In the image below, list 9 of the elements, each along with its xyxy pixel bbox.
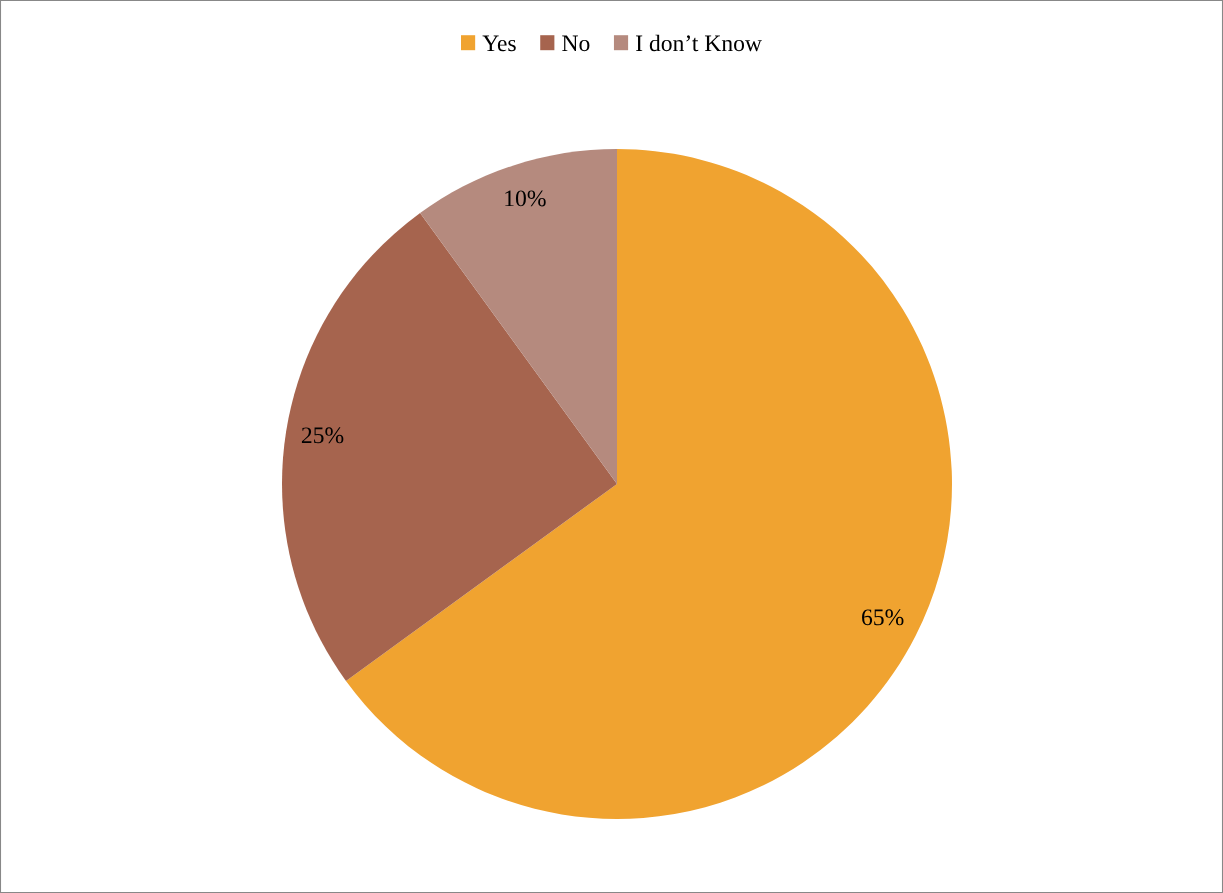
legend-label: Yes: [482, 35, 516, 52]
pie-slice: [345, 149, 952, 819]
data-label: 10%: [505, 190, 546, 207]
data-label: 65%: [862, 609, 904, 626]
legend-label: No: [562, 35, 590, 52]
pie-slice: [282, 212, 617, 681]
pie-slice: [420, 149, 617, 484]
data-label: 25%: [301, 427, 344, 444]
legend-label: I don’t Know: [636, 34, 762, 52]
